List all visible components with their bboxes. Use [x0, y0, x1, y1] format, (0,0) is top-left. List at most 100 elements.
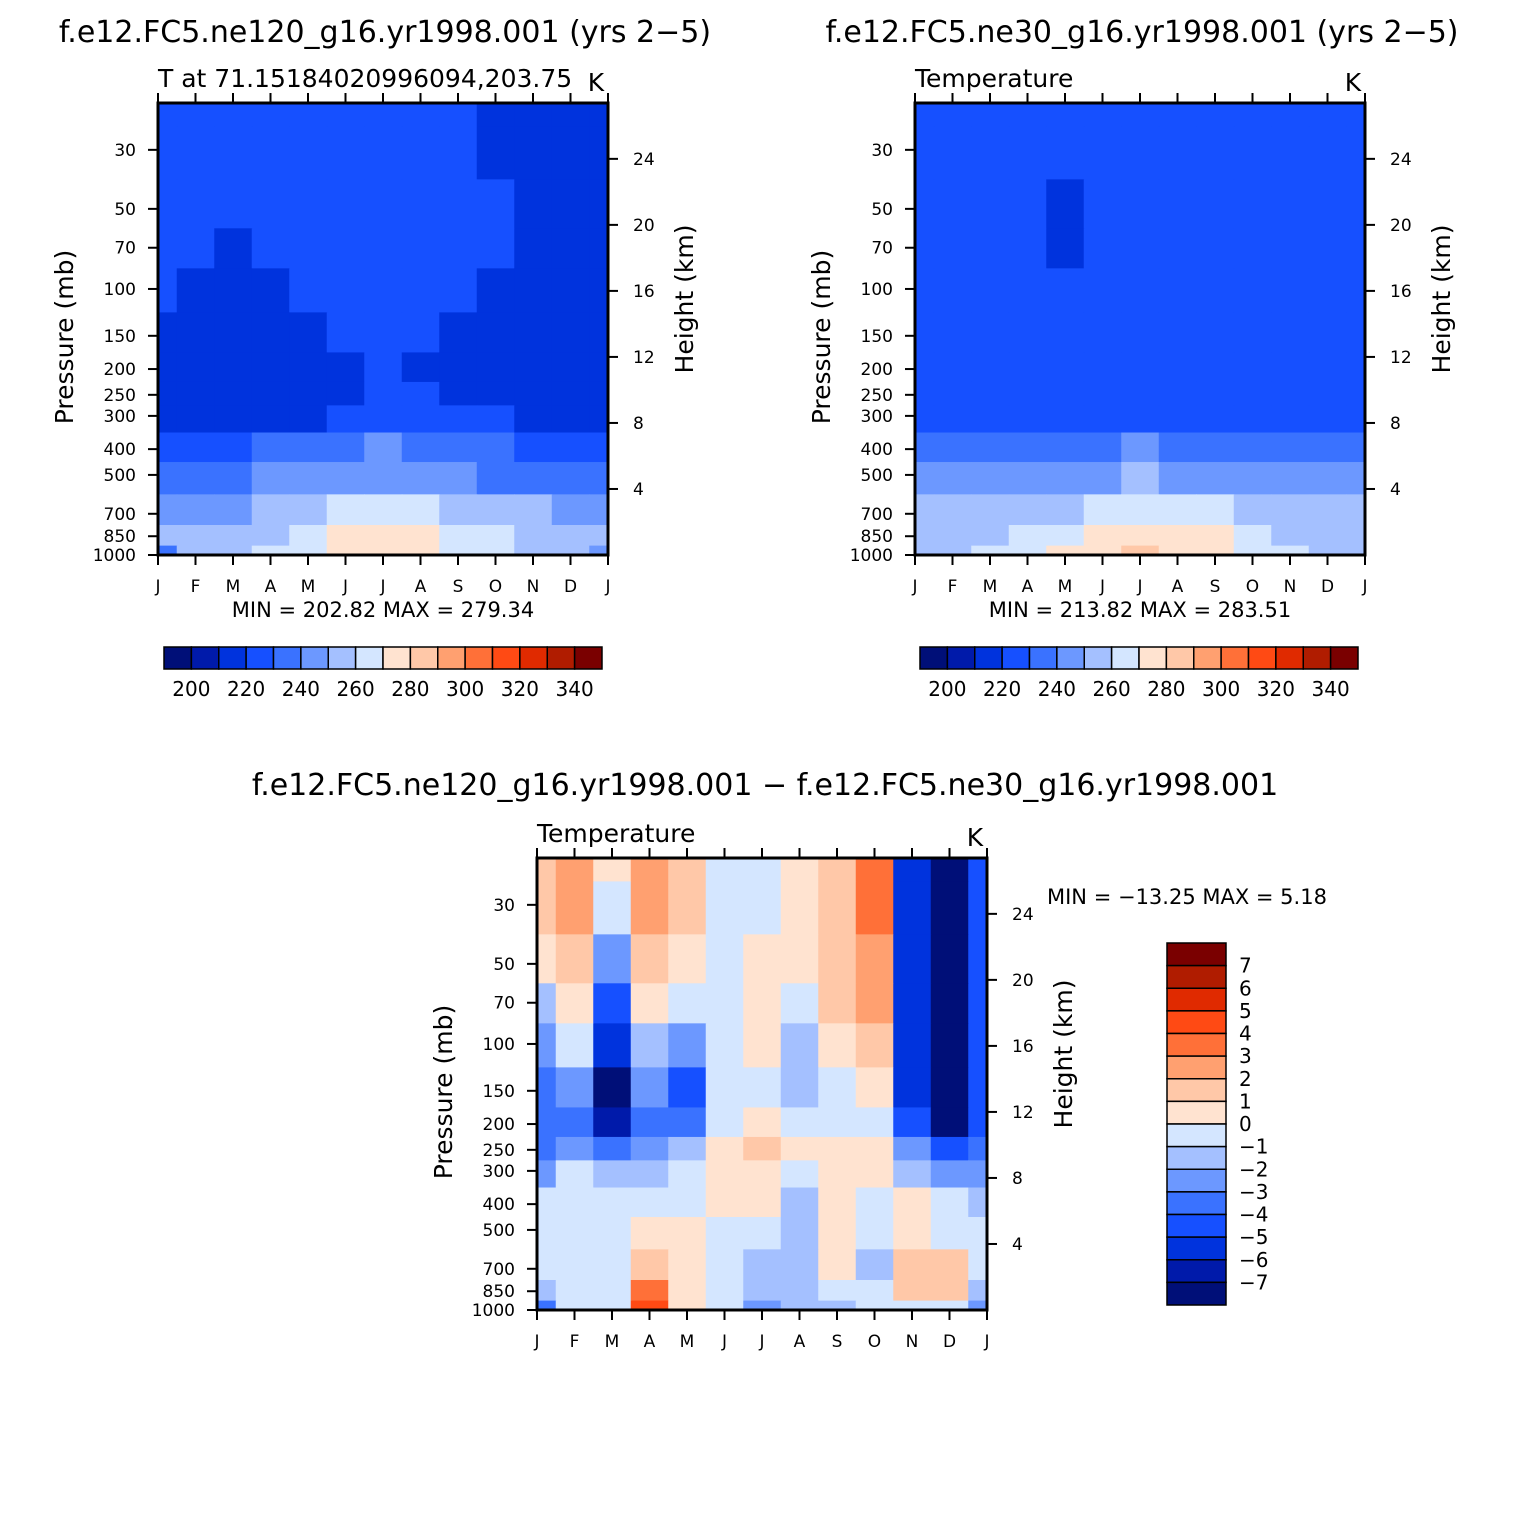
- field-cell: [705, 1023, 744, 1068]
- field-cell: [1196, 179, 1235, 229]
- field-cell: [668, 1280, 707, 1302]
- field-cell: [855, 858, 894, 883]
- field-cell: [1083, 126, 1122, 180]
- x-tick-label: M: [301, 577, 316, 597]
- y-tick-label: 150: [861, 327, 893, 347]
- field-cell: [439, 228, 478, 269]
- field-cell: [1233, 126, 1272, 180]
- field-cell: [1121, 432, 1160, 463]
- field-cell: [593, 1280, 632, 1302]
- field-cell: [893, 1067, 932, 1109]
- field-cell: [1308, 545, 1347, 556]
- field-cell: [1008, 494, 1047, 526]
- y-tick-label: 500: [483, 1221, 515, 1241]
- field-cell: [630, 1300, 669, 1311]
- field-cell: [668, 1249, 707, 1281]
- field-cell: [915, 432, 935, 463]
- field-cell: [439, 545, 478, 556]
- field-cell: [1196, 462, 1235, 495]
- field-cell: [915, 352, 935, 383]
- field-cell: [289, 268, 328, 313]
- field-cell: [176, 405, 215, 434]
- field-cell: [214, 179, 253, 229]
- field-cell: [401, 268, 440, 313]
- field-cell: [1083, 381, 1122, 406]
- field-cell: [1008, 312, 1047, 354]
- x-tick-label: J: [154, 577, 160, 597]
- field-cell: [589, 405, 609, 434]
- field-cell: [1233, 405, 1272, 434]
- height-tick-label: 4: [1390, 480, 1401, 500]
- colorbar-label: 200: [172, 677, 210, 701]
- field-cell: [930, 1067, 969, 1109]
- y-tick-label: 70: [493, 994, 515, 1014]
- field-cell: [214, 432, 253, 463]
- field-cell: [214, 405, 253, 434]
- field-cell: [743, 1217, 782, 1250]
- field-cell: [1346, 462, 1366, 495]
- field-cell: [551, 268, 590, 313]
- colorbar-label: −1: [1239, 1135, 1268, 1159]
- field-cell: [158, 352, 178, 383]
- field-cell: [1233, 103, 1272, 128]
- field-cell: [555, 983, 594, 1024]
- colorbar-swatch: [1138, 646, 1168, 670]
- x-tick-label: A: [1172, 577, 1184, 597]
- field-cell: [589, 268, 609, 313]
- y-tick-label: 50: [114, 200, 136, 220]
- field-cell: [1158, 545, 1197, 556]
- height-tick-label: 16: [633, 282, 655, 302]
- colorbar-swatch: [546, 646, 576, 670]
- colorbar-swatch: [327, 646, 357, 670]
- field-cell: [439, 432, 478, 463]
- temperature-plot-ne30: J F M A M J J A S O N D J305070100150200250300400500…: [807, 15, 1459, 701]
- field-cell: [401, 228, 440, 269]
- field-cell: [933, 228, 972, 269]
- field-cell: [214, 381, 253, 406]
- colorbar-label: 1: [1239, 1089, 1252, 1113]
- field-cell: [1196, 432, 1235, 463]
- colorbar-swatch: [1166, 1078, 1227, 1103]
- field-cell: [364, 525, 403, 547]
- field-cell: [893, 1187, 932, 1218]
- field-cell: [593, 1249, 632, 1281]
- field-cell: [439, 126, 478, 180]
- field-cell: [968, 934, 988, 984]
- field-cell: [705, 1187, 744, 1218]
- field-cell: [1308, 494, 1347, 526]
- field-cell: [743, 1249, 782, 1281]
- field-cell: [1083, 228, 1122, 269]
- field-cell: [364, 103, 403, 128]
- field-cell: [326, 103, 365, 128]
- field-cell: [514, 228, 553, 269]
- x-tick-label: A: [1022, 577, 1034, 597]
- field-cell: [1233, 494, 1272, 526]
- colorbar-label: 240: [1038, 677, 1076, 701]
- field-cell: [630, 1249, 669, 1281]
- field-cell: [589, 179, 609, 229]
- field-cell: [551, 126, 590, 180]
- field-cell: [971, 405, 1010, 434]
- field-cell: [1233, 312, 1272, 354]
- field-cell: [1233, 432, 1272, 463]
- y-tick-label: 50: [871, 200, 893, 220]
- colorbar-swatch: [919, 646, 949, 670]
- field-cell: [630, 1187, 669, 1218]
- field-cell: [537, 1187, 557, 1218]
- y-tick-label: 150: [104, 327, 136, 347]
- field-cell: [326, 432, 365, 463]
- field-cell: [1196, 545, 1235, 556]
- field-cell: [1346, 179, 1366, 229]
- x-tick-label: J: [533, 1332, 539, 1352]
- field-cell: [1271, 179, 1310, 229]
- field-cell: [593, 1107, 632, 1138]
- field-cell: [1046, 381, 1085, 406]
- field-cell: [551, 228, 590, 269]
- field-cell: [1196, 103, 1235, 128]
- field-cell: [971, 462, 1010, 495]
- colorbar-swatch: [519, 646, 548, 670]
- colorbar-label: 280: [1147, 677, 1185, 701]
- colorbar-swatch: [1166, 987, 1227, 1012]
- field-cell: [176, 352, 215, 383]
